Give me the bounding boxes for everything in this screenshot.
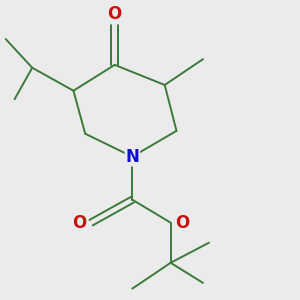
Text: N: N bbox=[125, 148, 139, 166]
Text: O: O bbox=[72, 214, 87, 232]
Text: O: O bbox=[107, 5, 122, 23]
Text: O: O bbox=[175, 214, 189, 232]
